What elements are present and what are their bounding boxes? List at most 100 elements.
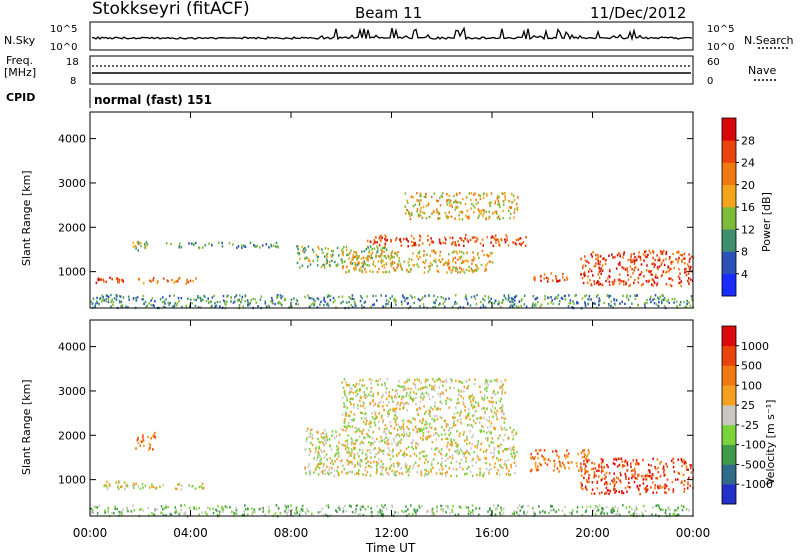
power-cell xyxy=(498,302,500,305)
power-cell xyxy=(437,270,440,273)
velocity-cell xyxy=(665,484,668,488)
velocity-cell xyxy=(467,386,469,390)
power-cell xyxy=(652,262,655,265)
power-cell xyxy=(683,262,686,265)
power-cell xyxy=(488,254,491,257)
velocity-cell xyxy=(622,491,625,495)
velocity-cell xyxy=(687,476,690,480)
power-cell xyxy=(391,250,394,253)
power-cell xyxy=(488,260,491,263)
power-cell xyxy=(355,265,357,268)
velocity-cell xyxy=(675,508,678,512)
velocity-cell xyxy=(456,419,459,422)
velocity-cell xyxy=(328,473,330,476)
power-cell xyxy=(442,241,445,244)
velocity-cell xyxy=(330,471,333,474)
velocity-cell xyxy=(336,434,338,438)
power-cell xyxy=(623,251,625,254)
velocity-cell xyxy=(406,469,409,472)
velocity-cell xyxy=(398,462,401,466)
velocity-cell xyxy=(379,508,381,512)
power-cell xyxy=(358,261,361,264)
velocity-cell xyxy=(169,512,172,516)
velocity-cell xyxy=(362,379,364,382)
velocity-cell xyxy=(606,512,609,515)
velocity-echo-region xyxy=(341,377,507,429)
date-title: 11/Dec/2012 xyxy=(590,4,686,22)
velocity-cell xyxy=(549,508,552,512)
velocity-cell xyxy=(655,513,657,517)
power-cell xyxy=(150,303,153,307)
power-cell xyxy=(152,304,154,307)
power-cell xyxy=(548,296,550,299)
power-cell xyxy=(201,246,204,249)
velocity-cell xyxy=(598,464,600,467)
power-cell xyxy=(191,242,194,245)
velocity-cell xyxy=(493,426,495,429)
velocity-cell xyxy=(482,430,485,433)
velocity-cell xyxy=(198,485,201,489)
velocity-cell xyxy=(583,449,586,452)
power-cell xyxy=(680,280,683,283)
velocity-cell xyxy=(235,512,238,515)
velocity-cell xyxy=(337,466,339,469)
power-cell xyxy=(472,193,475,196)
power-cell xyxy=(540,303,543,306)
velocity-cell xyxy=(645,475,648,478)
power-cell xyxy=(647,280,650,283)
velocity-cell xyxy=(285,512,288,515)
power-cell xyxy=(627,298,630,301)
velocity-cell xyxy=(583,455,585,459)
velocity-cell xyxy=(568,511,571,515)
power-cell xyxy=(399,238,402,241)
velocity-cell xyxy=(520,506,523,509)
velocity-cell xyxy=(628,481,630,484)
power-cell xyxy=(174,302,176,305)
power-cell xyxy=(545,276,548,279)
power-cell xyxy=(457,205,459,209)
power-cell xyxy=(629,284,631,287)
velocity-cell xyxy=(420,469,423,472)
velocity-cell xyxy=(492,400,494,404)
power-cell xyxy=(361,304,363,307)
velocity-cell xyxy=(480,430,482,434)
velocity-cell xyxy=(601,510,603,514)
velocity-cell xyxy=(404,402,406,405)
velocity-cell xyxy=(477,456,479,459)
power-cell xyxy=(323,266,326,269)
velocity-cell xyxy=(142,439,145,442)
velocity-cell xyxy=(135,447,137,450)
power-cell xyxy=(377,260,380,263)
colorbar-segment xyxy=(722,326,736,347)
velocity-cell xyxy=(500,425,502,428)
velocity-cell xyxy=(170,513,173,517)
velocity-cell xyxy=(463,454,465,458)
power-cell xyxy=(370,254,372,258)
velocity-cell xyxy=(556,454,558,457)
velocity-cell xyxy=(613,479,616,482)
velocity-cell xyxy=(439,395,441,398)
velocity-cell xyxy=(427,509,429,513)
velocity-cell xyxy=(311,433,314,437)
power-cell xyxy=(103,280,105,283)
velocity-cell xyxy=(580,451,583,455)
velocity-cell xyxy=(690,471,693,474)
power-cell xyxy=(128,298,130,301)
power-cell xyxy=(316,259,319,262)
power-cell xyxy=(428,243,431,246)
velocity-cell xyxy=(548,511,550,515)
velocity-cell xyxy=(366,457,368,460)
velocity-cell xyxy=(660,460,662,464)
velocity-cell xyxy=(407,474,410,477)
velocity-cell xyxy=(662,508,664,511)
velocity-cell xyxy=(471,394,473,398)
velocity-cell xyxy=(605,505,608,509)
velocity-cell xyxy=(466,467,468,470)
velocity-cell xyxy=(549,459,552,463)
velocity-cell xyxy=(637,462,639,465)
power-cell xyxy=(425,217,428,220)
power-cell xyxy=(677,258,679,262)
velocity-cell xyxy=(286,511,289,514)
velocity-cell xyxy=(470,447,472,450)
power-cell xyxy=(374,265,377,268)
